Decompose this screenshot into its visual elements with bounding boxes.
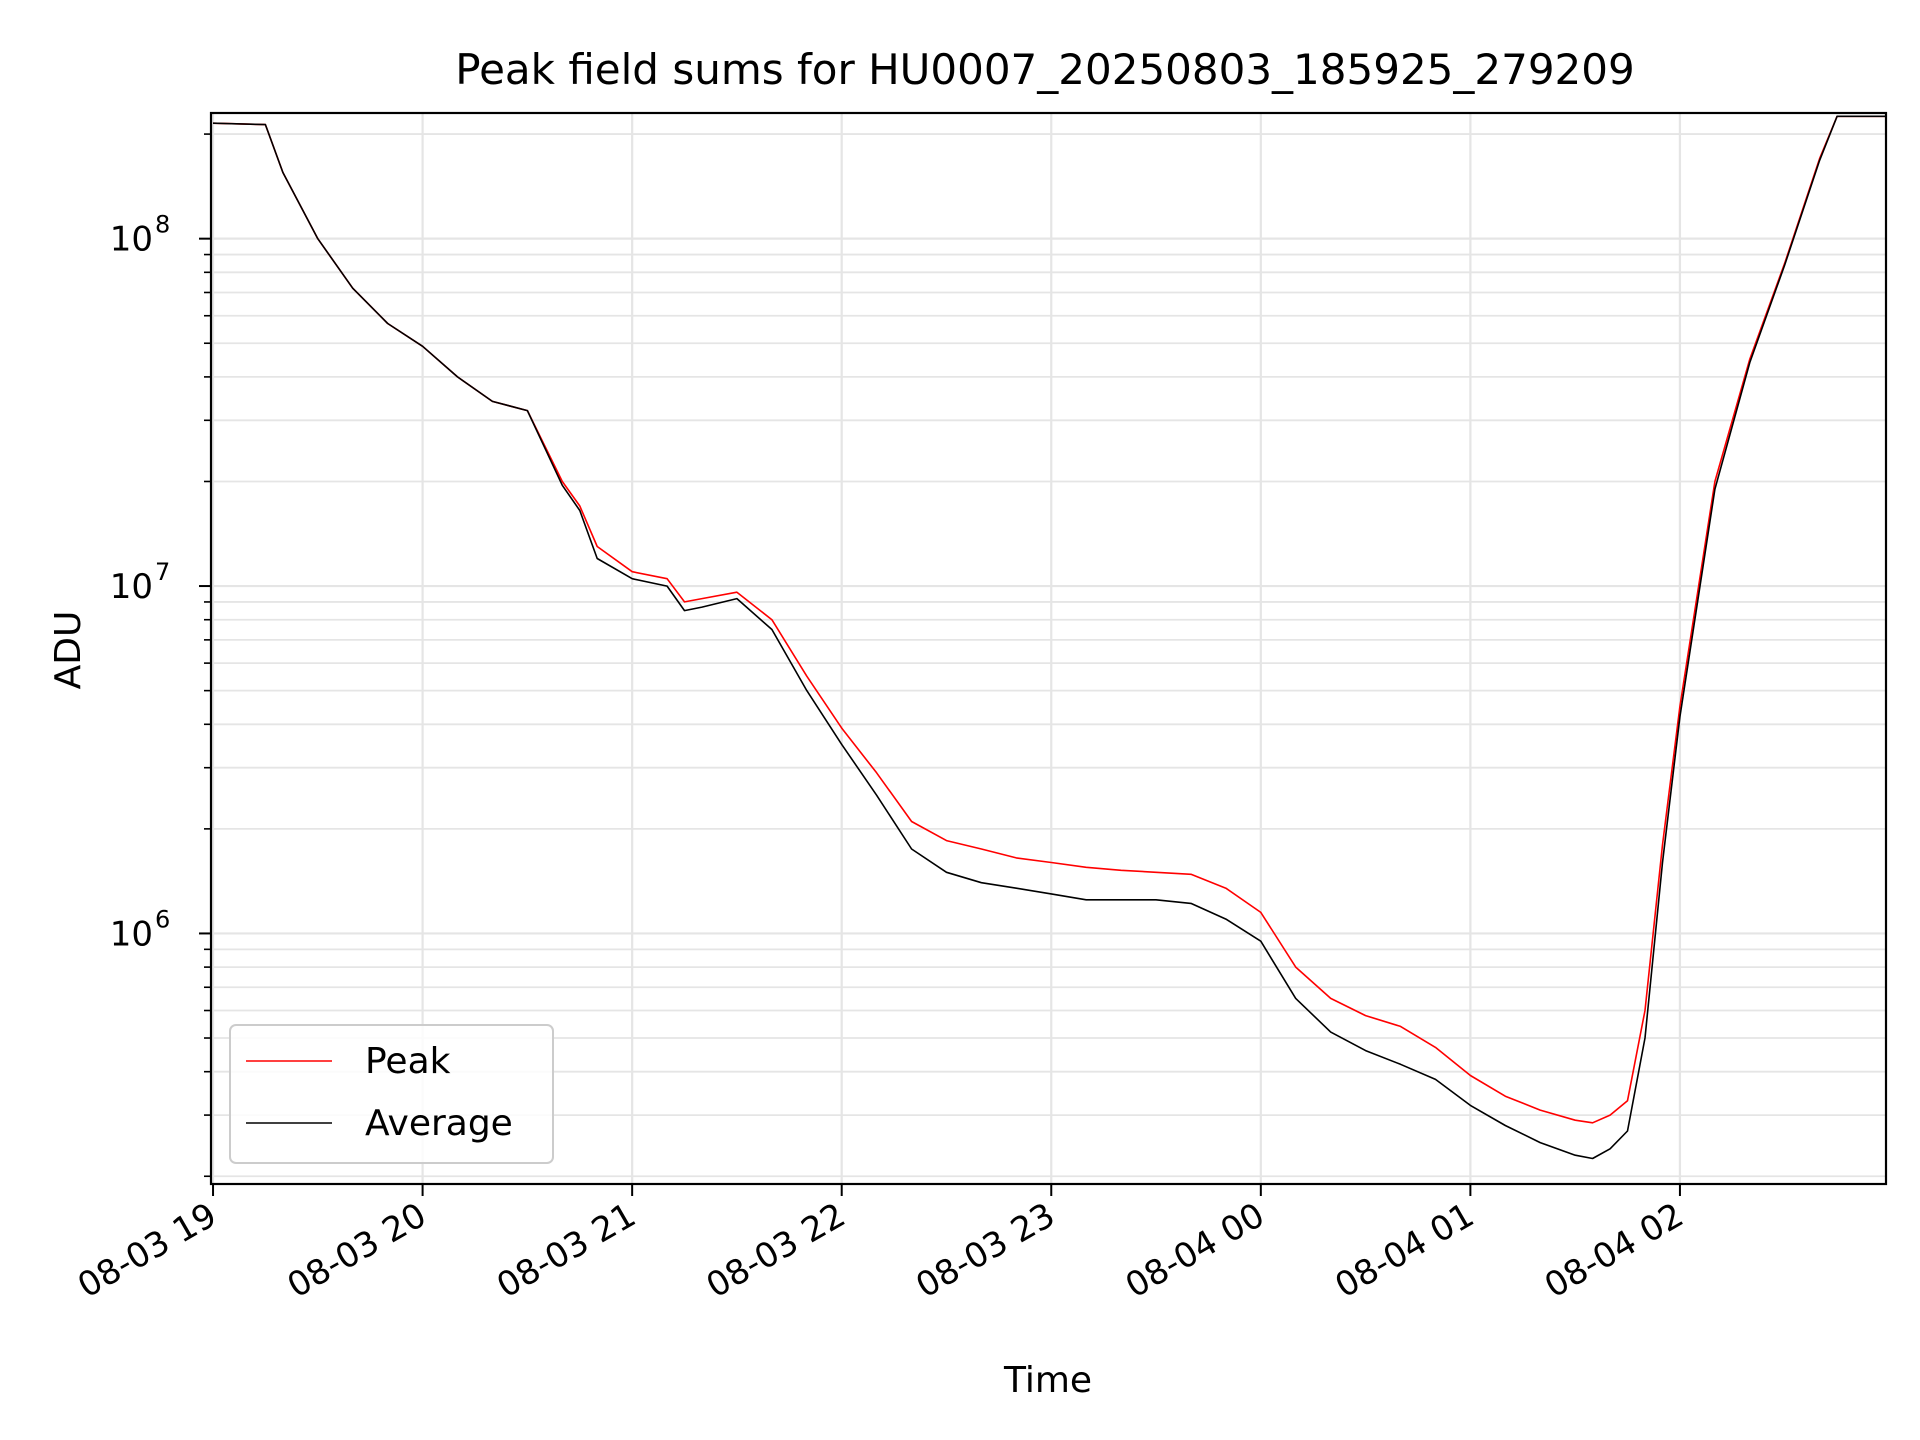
legend: Peak Average <box>229 1024 554 1164</box>
y-tick-label: 10 <box>110 914 153 954</box>
y-tick-label: 10 <box>110 220 153 260</box>
legend-label-average: Average <box>365 1103 513 1144</box>
y-tick-exponent: 6 <box>155 905 170 933</box>
chart-title: Peak field sums for HU0007_20250803_1859… <box>455 45 1634 94</box>
y-tick-exponent: 7 <box>155 558 170 586</box>
series-line-average <box>212 115 1886 1160</box>
plot-frame <box>209 111 1888 1186</box>
series-lines <box>212 115 1886 1160</box>
x-axis-label: Time <box>1003 1360 1092 1401</box>
y-tick-exponent: 8 <box>155 211 170 239</box>
y-tick-label: 10 <box>110 567 153 607</box>
legend-label-peak: Peak <box>365 1041 451 1082</box>
legend-box <box>229 1024 554 1164</box>
y-axis-label: ADU <box>48 611 89 690</box>
